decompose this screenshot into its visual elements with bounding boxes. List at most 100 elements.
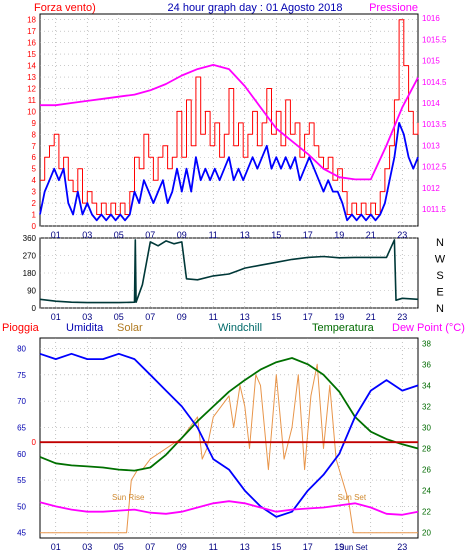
pressure-y-tick-1012: 1012 xyxy=(422,184,440,193)
wind-y-tick-12: 12 xyxy=(27,84,36,93)
climate-x-tick-19: 19 xyxy=(334,542,344,552)
legend-pioggia: Pioggia xyxy=(2,322,40,334)
wind-x-tick-19: 19 xyxy=(334,230,344,240)
series-rafficaline xyxy=(39,122,419,222)
climate-x-tick-23: 23 xyxy=(397,542,407,552)
legend-solar: Solar xyxy=(117,322,143,334)
direction-y-tick-90: 90 xyxy=(27,287,36,296)
temp-y-tick-26: 26 xyxy=(422,466,431,475)
wind-y-tick-8: 8 xyxy=(32,130,37,139)
pressure-y-tick-1013: 1013 xyxy=(422,141,440,150)
climate-x-tick-11: 11 xyxy=(209,542,218,552)
direction-y-tick-270: 270 xyxy=(23,252,37,261)
wind-x-tick-03: 03 xyxy=(82,230,92,240)
climate-panel-frame xyxy=(39,337,419,539)
climate-x-tick-15: 15 xyxy=(271,542,281,552)
direction-x-tick-03: 03 xyxy=(82,312,92,322)
wind-y-tick-0: 0 xyxy=(32,222,37,231)
graph-title: 24 hour graph day : 01 Agosto 2018 xyxy=(168,2,343,14)
wind-y-tick-5: 5 xyxy=(32,165,37,174)
wind-y-tick-14: 14 xyxy=(27,62,36,71)
compass-e-3: E xyxy=(436,287,443,299)
pressure-y-tick-1011.5: 1011.5 xyxy=(422,205,446,214)
wind-y-tick-1: 1 xyxy=(32,211,37,220)
series-dew-point-c-line xyxy=(39,500,419,516)
direction-x-tick-15: 15 xyxy=(271,312,281,322)
wind-y-tick-11: 11 xyxy=(28,96,37,105)
compass-s-2: S xyxy=(436,270,443,282)
humidity-y-tick-50: 50 xyxy=(17,502,26,511)
direction-x-tick-23: 23 xyxy=(397,312,407,322)
temp-y-tick-28: 28 xyxy=(422,445,431,454)
wind-x-tick-15: 15 xyxy=(271,230,281,240)
pressure-y-tick-1013.5: 1013.5 xyxy=(422,120,447,129)
wind-y-tick-16: 16 xyxy=(27,39,36,48)
direction-x-tick-19: 19 xyxy=(334,312,344,322)
direction-x-tick-09: 09 xyxy=(177,312,187,322)
humidity-y-tick-45: 45 xyxy=(17,529,26,538)
humidity-y-tick-60: 60 xyxy=(17,450,26,459)
direction-y-tick-0: 0 xyxy=(32,304,37,313)
wind-x-tick-05: 05 xyxy=(114,230,124,240)
pressure-y-tick-1016: 1016 xyxy=(422,14,440,23)
series-solarline xyxy=(40,363,418,534)
climate-x-tick-03: 03 xyxy=(82,542,92,552)
wind-y-tick-18: 18 xyxy=(27,16,36,25)
wind-x-tick-01: 01 xyxy=(51,230,61,240)
temp-y-tick-24: 24 xyxy=(422,487,431,496)
climate-x-tick-sunset-0: Sun Set xyxy=(339,543,368,552)
legend-temperatura: Temperatura xyxy=(312,322,375,334)
series-forza-vento-line xyxy=(40,19,419,215)
direction-x-tick-21: 21 xyxy=(366,312,376,322)
pressure-y-tick-1015: 1015 xyxy=(422,57,440,66)
wind-y-tick-4: 4 xyxy=(32,176,37,185)
series-wind-direction-line xyxy=(39,239,419,304)
legend-dewpoint: Dew Point (°C) xyxy=(392,322,465,334)
climate-x-tick-05: 05 xyxy=(114,542,124,552)
wind-x-tick-17: 17 xyxy=(303,230,313,240)
wind-axis-label: Forza vento) xyxy=(34,2,96,14)
series-pressioneline xyxy=(40,64,419,181)
wind-y-tick-17: 17 xyxy=(27,27,36,36)
pressure-y-tick-1014: 1014 xyxy=(422,99,440,108)
temp-y-tick-30: 30 xyxy=(422,423,431,432)
direction-x-tick-11: 11 xyxy=(209,312,218,322)
temp-y-tick-36: 36 xyxy=(422,360,431,369)
legend-windchill: Windchill xyxy=(218,322,262,334)
wind-y-tick-2: 2 xyxy=(32,199,37,208)
climate-x-tick-17: 17 xyxy=(303,542,313,552)
wind-y-tick-6: 6 xyxy=(32,153,37,162)
pressure-y-tick-1015.5: 1015.5 xyxy=(422,35,447,44)
temp-y-tick-20: 20 xyxy=(422,529,431,538)
humidity-y-tick-70: 70 xyxy=(17,397,26,406)
wind-y-tick-13: 13 xyxy=(27,73,36,82)
direction-y-tick-180: 180 xyxy=(23,269,37,278)
direction-y-tick-360: 360 xyxy=(23,234,37,243)
humidity-y-tick-80: 80 xyxy=(17,345,26,354)
legend-umidita: Umidita xyxy=(66,322,104,334)
wind-x-tick-23: 23 xyxy=(397,230,407,240)
direction-x-tick-05: 05 xyxy=(114,312,124,322)
temp-y-tick-38: 38 xyxy=(422,339,431,348)
direction-panel-frame xyxy=(39,237,419,309)
climate-x-tick-01: 01 xyxy=(51,542,61,552)
sun-annotation-1: Sun Set xyxy=(338,493,367,502)
direction-x-tick-17: 17 xyxy=(303,312,313,322)
rain-y-tick-0: 0 xyxy=(32,438,37,447)
wind-x-tick-21: 21 xyxy=(366,230,376,240)
wind-y-tick-3: 3 xyxy=(32,188,37,197)
sun-annotation-0: Sun Rise xyxy=(112,493,145,502)
direction-x-tick-13: 13 xyxy=(240,312,250,322)
pressure-y-tick-1012.5: 1012.5 xyxy=(422,163,447,172)
wind-y-tick-9: 9 xyxy=(32,119,37,128)
compass-n-0: N xyxy=(436,237,444,249)
temp-y-tick-22: 22 xyxy=(422,508,431,517)
compass-w-1: W xyxy=(435,254,446,266)
series-umiditaline xyxy=(39,352,419,518)
humidity-y-tick-65: 65 xyxy=(17,423,26,432)
humidity-y-tick-55: 55 xyxy=(17,476,26,485)
climate-chart: 45 50 55 60 65 70 75 80 20 22 24 26 28 30 32 34 36 38 01 03… xyxy=(17,338,431,552)
